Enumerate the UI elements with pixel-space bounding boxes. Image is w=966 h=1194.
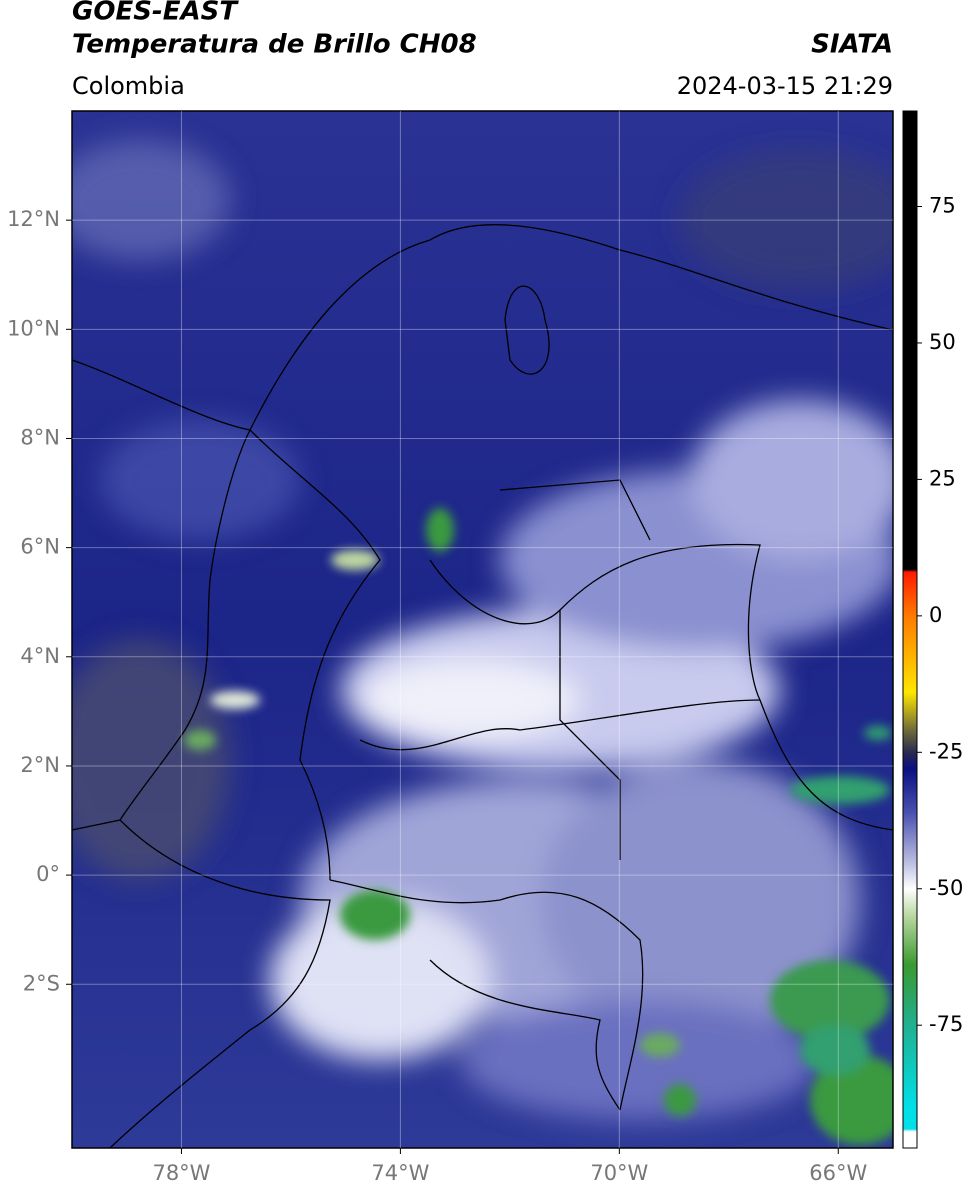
region-label: Colombia (72, 72, 185, 100)
colorbar-tick-label: 50 (929, 330, 956, 354)
colorbar-scale (902, 110, 918, 1149)
y-tick-label: 0° (36, 862, 60, 886)
x-tick-label: 74°W (371, 1161, 429, 1185)
y-tick-label: 2°N (20, 753, 60, 777)
graticule: 78°W 74°W 70°W 66°W 12°N 10°N 8°N 6°N 4°N 2°N 0° 2°… (7, 111, 893, 1185)
source-label: SIATA (811, 30, 893, 60)
y-tick-label: 8°N (20, 425, 60, 449)
colorbar-tick-label: 75 (929, 194, 956, 218)
y-tick-label: 2°S (23, 971, 60, 995)
colorbar-tick-label: 0 (929, 603, 942, 627)
satellite-title: GOES-EAST (72, 0, 239, 27)
colorbar-tick-label: 25 (929, 466, 956, 490)
satellite-image (72, 111, 893, 1148)
y-tick-label: 12°N (7, 207, 60, 231)
colorbar-tick-label: -25 (929, 739, 963, 763)
map-frame (71, 110, 894, 1149)
x-tick-label: 78°W (152, 1161, 210, 1185)
x-tick-label: 66°W (809, 1161, 867, 1185)
y-tick-label: 4°N (20, 644, 60, 668)
colorbar-tick-label: -50 (929, 876, 963, 900)
y-tick-label: 10°N (7, 316, 60, 340)
colorbar: 75 50 25 0 -25 -50 -75 (902, 110, 963, 1149)
datetime-label: 2024-03-15 21:29 (677, 72, 893, 100)
x-tick-label: 70°W (590, 1161, 648, 1185)
product-title: Temperatura de Brillo CH08 (72, 30, 477, 60)
y-tick-label: 6°N (20, 535, 60, 559)
colorbar-tick-label: -75 (929, 1012, 963, 1036)
